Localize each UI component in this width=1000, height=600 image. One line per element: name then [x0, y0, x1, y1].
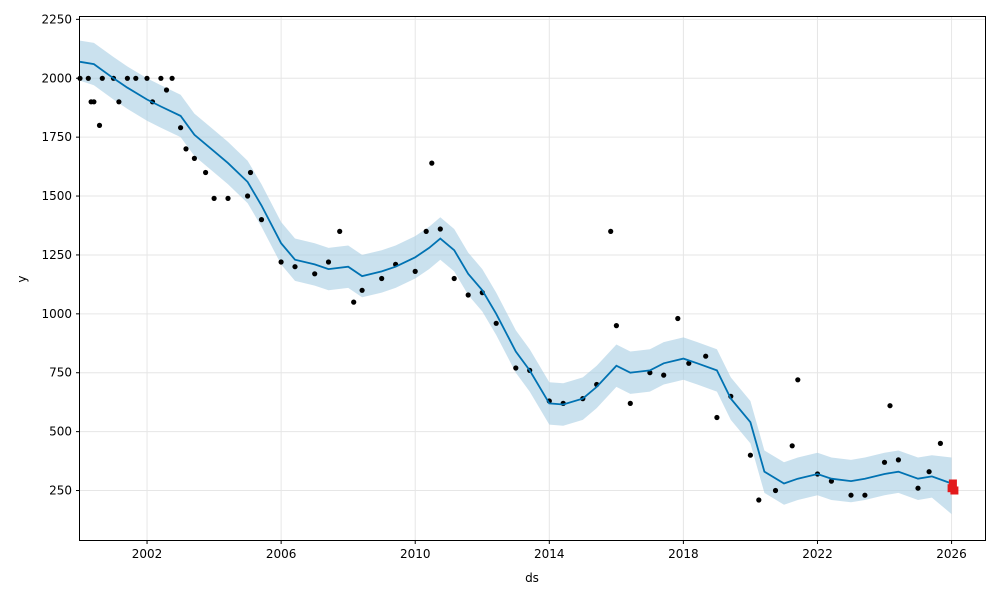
observed-point: [163, 87, 170, 93]
observed-point: [703, 353, 709, 359]
observed-point: [116, 99, 122, 105]
observed-point: [862, 492, 868, 498]
observed-point: [312, 271, 318, 277]
observed-point: [937, 440, 944, 446]
observed-point: [756, 497, 762, 503]
observed-point: [169, 75, 175, 81]
observed-point: [437, 226, 443, 232]
x-tick-label: 2018: [668, 547, 699, 561]
observed-point: [493, 320, 499, 326]
observed-point: [895, 457, 902, 463]
observed-point: [183, 146, 189, 152]
x-tick-label: 2022: [802, 547, 833, 561]
observed-point: [359, 287, 365, 293]
observed-point: [292, 264, 298, 270]
forecast-line-layer: [79, 60, 952, 485]
y-tick-label: 1500: [41, 189, 72, 203]
x-tick-label: 2010: [400, 547, 431, 561]
y-axis-label: y: [15, 275, 29, 282]
y-tick-label: 500: [49, 425, 72, 439]
observed-point: [429, 160, 435, 166]
observed-point: [225, 195, 231, 201]
observed-point: [211, 195, 217, 201]
x-tick-label: 2014: [534, 547, 565, 561]
observed-point: [789, 443, 795, 449]
x-axis-label: ds: [525, 571, 539, 585]
future-points-layer: [947, 479, 959, 495]
tick-layer: 2002 2006 2010 2014 2018 2022 2026 250 500 750 100…: [41, 12, 966, 561]
observed-point: [178, 125, 184, 131]
observed-point: [881, 459, 888, 465]
y-tick-label: 250: [49, 484, 72, 498]
observed-point: [795, 377, 801, 383]
observed-point: [915, 485, 921, 491]
forecast-line: [79, 60, 952, 485]
observed-point: [772, 487, 779, 494]
observed-point: [926, 469, 932, 475]
y-tick-label: 1750: [41, 130, 72, 144]
observed-point: [158, 75, 164, 81]
observed-point: [99, 75, 105, 81]
observed-point: [675, 315, 681, 322]
observed-point: [245, 193, 251, 199]
observed-point: [627, 400, 633, 406]
uncertainty-band: [80, 40, 952, 515]
y-tick-label: 2250: [41, 12, 72, 26]
observed-point: [714, 414, 720, 421]
observed-point: [191, 155, 197, 161]
observed-point: [613, 323, 620, 329]
observed-point: [91, 99, 97, 105]
observed-point: [133, 75, 139, 81]
observed-point: [412, 268, 418, 274]
observed-point: [747, 452, 754, 458]
observed-point: [144, 75, 150, 81]
observed-point: [203, 169, 209, 176]
uncertainty-band-layer: [80, 40, 952, 515]
observed-point: [608, 228, 614, 234]
y-tick-label: 750: [49, 366, 72, 380]
observed-point: [247, 169, 254, 176]
observed-point: [828, 478, 835, 484]
future-point: [948, 479, 957, 488]
observed-point: [85, 75, 91, 81]
observed-point: [96, 122, 103, 128]
y-tick-label: 2000: [41, 71, 72, 85]
x-tick-label: 2026: [936, 547, 967, 561]
observed-point: [686, 360, 692, 366]
observed-point: [325, 259, 332, 265]
plot-frame: [79, 16, 986, 541]
y-tick-label: 1000: [41, 307, 72, 321]
x-tick-label: 2006: [266, 547, 297, 561]
observed-point: [451, 275, 457, 282]
observed-point: [379, 275, 385, 282]
future-point: [950, 486, 959, 495]
x-tick-label: 2002: [132, 547, 163, 561]
observed-point: [887, 403, 893, 409]
y-tick-label: 1250: [41, 248, 72, 262]
observed-point: [337, 228, 343, 234]
observed-point: [661, 372, 667, 378]
observed-point: [124, 75, 130, 81]
observed-point: [513, 365, 519, 371]
observed-point: [351, 299, 357, 305]
observed-point: [848, 492, 854, 498]
observed-point: [423, 228, 429, 234]
observed-point: [465, 292, 471, 298]
observed-point: [278, 259, 284, 265]
observed-point: [258, 217, 265, 223]
